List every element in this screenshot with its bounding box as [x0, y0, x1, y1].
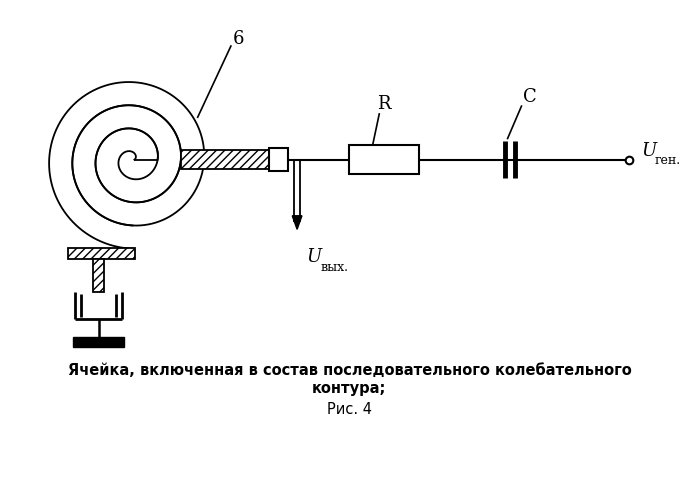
Polygon shape — [134, 132, 146, 155]
Polygon shape — [49, 164, 75, 183]
Polygon shape — [157, 151, 181, 161]
Polygon shape — [108, 133, 127, 154]
Polygon shape — [138, 179, 152, 202]
Polygon shape — [96, 219, 119, 246]
Bar — [68, 248, 136, 260]
Text: Ячейка, включенная в состав последовательного колебательного: Ячейка, включенная в состав последовател… — [68, 362, 631, 377]
Polygon shape — [51, 177, 79, 201]
Polygon shape — [125, 179, 134, 203]
Polygon shape — [117, 178, 129, 202]
Polygon shape — [151, 170, 175, 189]
Polygon shape — [143, 199, 162, 225]
Polygon shape — [146, 115, 166, 139]
Polygon shape — [67, 202, 95, 229]
Polygon shape — [102, 108, 121, 133]
Polygon shape — [123, 83, 140, 107]
Text: Рис. 4: Рис. 4 — [327, 401, 372, 416]
Polygon shape — [178, 132, 203, 151]
Polygon shape — [152, 195, 175, 221]
Text: R: R — [377, 95, 391, 113]
Polygon shape — [110, 175, 126, 198]
Text: вых.: вых. — [320, 260, 348, 273]
Polygon shape — [56, 115, 84, 139]
Polygon shape — [138, 84, 156, 109]
Polygon shape — [95, 193, 116, 219]
Polygon shape — [147, 174, 168, 195]
Polygon shape — [107, 199, 124, 224]
Polygon shape — [125, 106, 136, 130]
Polygon shape — [179, 162, 204, 178]
Bar — [93, 260, 104, 293]
Polygon shape — [120, 202, 134, 226]
Polygon shape — [292, 216, 302, 230]
Polygon shape — [173, 118, 200, 141]
Polygon shape — [134, 179, 143, 203]
Polygon shape — [99, 168, 121, 187]
Polygon shape — [175, 172, 201, 192]
Bar — [73, 337, 124, 347]
Polygon shape — [168, 181, 195, 204]
Text: 6: 6 — [233, 29, 245, 48]
Polygon shape — [167, 106, 193, 131]
Text: C: C — [523, 87, 536, 106]
Polygon shape — [114, 130, 129, 153]
Polygon shape — [154, 131, 178, 149]
Polygon shape — [141, 109, 158, 134]
Polygon shape — [135, 149, 158, 159]
Polygon shape — [96, 149, 120, 159]
Polygon shape — [134, 155, 158, 160]
Polygon shape — [84, 120, 108, 142]
Polygon shape — [78, 180, 103, 202]
Text: U: U — [307, 248, 322, 266]
Polygon shape — [73, 140, 99, 156]
Polygon shape — [57, 190, 85, 216]
Polygon shape — [80, 212, 106, 240]
Polygon shape — [74, 171, 99, 191]
Polygon shape — [72, 163, 97, 178]
Polygon shape — [159, 95, 183, 122]
Polygon shape — [180, 147, 204, 163]
Polygon shape — [113, 106, 128, 131]
Text: U: U — [641, 142, 656, 159]
Polygon shape — [91, 86, 114, 113]
Polygon shape — [103, 137, 124, 155]
Polygon shape — [51, 131, 77, 151]
Bar — [269, 149, 289, 172]
Polygon shape — [72, 152, 96, 165]
Polygon shape — [121, 129, 131, 153]
Polygon shape — [77, 93, 103, 120]
Text: контура;: контура; — [312, 380, 387, 395]
Text: ген.: ген. — [654, 154, 681, 167]
Polygon shape — [134, 202, 148, 226]
Polygon shape — [156, 140, 180, 155]
Polygon shape — [49, 147, 73, 165]
Polygon shape — [161, 189, 186, 214]
Polygon shape — [148, 88, 171, 115]
Polygon shape — [135, 134, 151, 156]
Polygon shape — [96, 165, 120, 180]
Polygon shape — [135, 107, 148, 131]
Polygon shape — [106, 83, 126, 109]
Polygon shape — [92, 113, 114, 137]
Polygon shape — [99, 142, 122, 156]
Polygon shape — [78, 129, 103, 148]
Polygon shape — [157, 161, 181, 171]
Polygon shape — [133, 130, 140, 154]
Polygon shape — [143, 177, 161, 200]
Polygon shape — [85, 187, 109, 212]
Bar — [181, 151, 271, 170]
Polygon shape — [65, 103, 92, 129]
Polygon shape — [127, 129, 134, 153]
Polygon shape — [96, 156, 120, 164]
Polygon shape — [136, 144, 157, 158]
Polygon shape — [151, 122, 173, 144]
Polygon shape — [103, 172, 123, 193]
Bar — [350, 146, 419, 175]
Polygon shape — [154, 166, 179, 180]
Polygon shape — [96, 162, 120, 172]
Polygon shape — [136, 139, 154, 157]
